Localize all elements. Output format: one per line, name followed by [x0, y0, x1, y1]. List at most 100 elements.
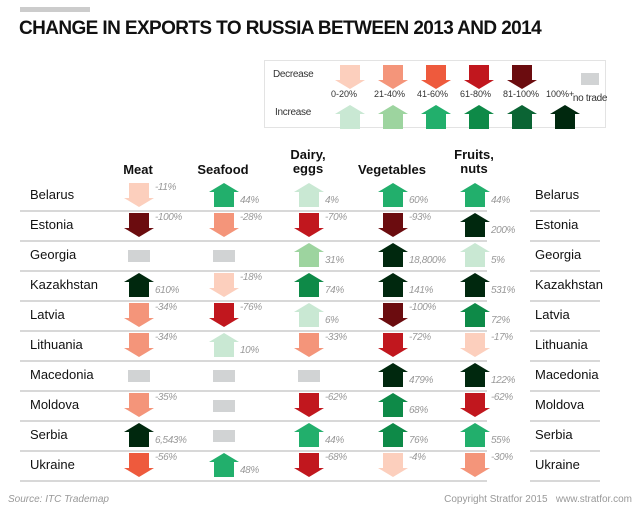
cell-arrow	[124, 213, 154, 237]
legend-range-label: 21-40%	[374, 89, 406, 99]
legend-range-label: 0-20%	[331, 89, 358, 99]
cell-value: 76%	[409, 435, 428, 446]
cell-arrow	[378, 243, 408, 267]
legend-range-label: 81-100%	[503, 89, 540, 99]
column-header: Fruits, nuts	[454, 147, 494, 176]
cell-arrow	[124, 333, 154, 357]
down-arrow-icon	[294, 453, 324, 477]
no-trade-box	[213, 250, 235, 262]
up-arrow-icon	[378, 423, 408, 447]
row-divider	[20, 360, 487, 362]
row-divider	[20, 420, 487, 422]
cell-value: 44%	[325, 435, 344, 446]
down-arrow-icon	[507, 65, 537, 89]
cell-arrow	[124, 183, 154, 207]
down-arrow-icon	[124, 333, 154, 357]
country-label-right: Lithuania	[535, 337, 588, 352]
cell-arrow	[294, 213, 324, 237]
down-arrow-icon	[378, 303, 408, 327]
cell-arrow	[294, 243, 324, 267]
up-arrow-icon	[378, 243, 408, 267]
up-arrow-icon	[460, 183, 490, 207]
legend-no-trade-label: no trade	[572, 93, 608, 104]
cell-arrow	[378, 273, 408, 297]
up-arrow-icon	[507, 105, 537, 129]
cell-value: -62%	[491, 392, 513, 403]
legend-increase-arrow	[378, 105, 408, 129]
down-arrow-icon	[124, 183, 154, 207]
cell-value: -33%	[325, 332, 347, 343]
down-arrow-icon	[294, 333, 324, 357]
no-trade-box	[213, 430, 235, 442]
cell-value: 72%	[491, 315, 510, 326]
up-arrow-icon	[294, 243, 324, 267]
country-label-right: Moldova	[535, 397, 585, 412]
up-arrow-icon	[335, 105, 365, 129]
cell-arrow	[460, 183, 490, 207]
cell-value: -93%	[409, 212, 431, 223]
cell-arrow	[378, 333, 408, 357]
cell-value: 4%	[325, 195, 339, 206]
cell-arrow	[124, 273, 154, 297]
cell-value: 141%	[409, 285, 433, 296]
row-divider	[20, 300, 487, 302]
cell-arrow	[294, 273, 324, 297]
cell-value: 610%	[155, 285, 179, 296]
copyright: Copyright Stratfor 2015 www.stratfor.com	[444, 494, 632, 505]
cell-arrow	[378, 453, 408, 477]
cell-value: 10%	[240, 345, 259, 356]
cell-value: -56%	[155, 452, 177, 463]
cell-value: -68%	[325, 452, 347, 463]
row-divider	[530, 270, 600, 272]
cell-arrow	[460, 273, 490, 297]
cell-arrow	[460, 393, 490, 417]
down-arrow-icon	[294, 393, 324, 417]
row-divider	[530, 360, 600, 362]
cell-value: -30%	[491, 452, 513, 463]
legend-increase-arrow	[464, 105, 494, 129]
country-label-left: Moldova	[30, 397, 80, 412]
up-arrow-icon	[209, 453, 239, 477]
up-arrow-icon	[124, 273, 154, 297]
no-trade-box	[298, 370, 320, 382]
chart-title: CHANGE IN EXPORTS TO RUSSIA BETWEEN 2013…	[19, 18, 542, 39]
row-divider	[530, 480, 600, 482]
country-label-right: Georgia	[535, 247, 582, 262]
cell-arrow	[378, 213, 408, 237]
source-note: Source: ITC Trademap	[8, 494, 109, 505]
country-label-right: Serbia	[535, 427, 573, 442]
cell-value: -34%	[155, 332, 177, 343]
down-arrow-icon	[421, 65, 451, 89]
country-label-left: Serbia	[30, 427, 68, 442]
down-arrow-icon	[124, 453, 154, 477]
up-arrow-icon	[378, 183, 408, 207]
cell-value: 31%	[325, 255, 344, 266]
cell-value: 68%	[409, 405, 428, 416]
country-label-left: Georgia	[30, 247, 77, 262]
cell-arrow	[124, 453, 154, 477]
accent-bar	[20, 7, 90, 12]
cell-value: 55%	[491, 435, 510, 446]
legend-decrease-arrow	[464, 65, 494, 89]
down-arrow-icon	[378, 65, 408, 89]
legend-decrease-arrow	[421, 65, 451, 89]
cell-value: -72%	[409, 332, 431, 343]
row-divider	[20, 450, 487, 452]
country-label-left: Belarus	[30, 187, 75, 202]
cell-value: -62%	[325, 392, 347, 403]
up-arrow-icon	[294, 183, 324, 207]
cell-arrow	[378, 183, 408, 207]
legend-decrease-arrow	[335, 65, 365, 89]
no-trade-box	[213, 400, 235, 412]
country-label-left: Kazakhstan	[30, 277, 98, 292]
legend-range-label: 61-80%	[460, 89, 492, 99]
column-header: Meat	[123, 162, 153, 177]
cell-arrow	[294, 423, 324, 447]
cell-arrow	[294, 393, 324, 417]
up-arrow-icon	[460, 363, 490, 387]
cell-arrow	[460, 303, 490, 327]
row-divider	[530, 240, 600, 242]
legend-increase-arrow	[335, 105, 365, 129]
cell-arrow	[378, 363, 408, 387]
